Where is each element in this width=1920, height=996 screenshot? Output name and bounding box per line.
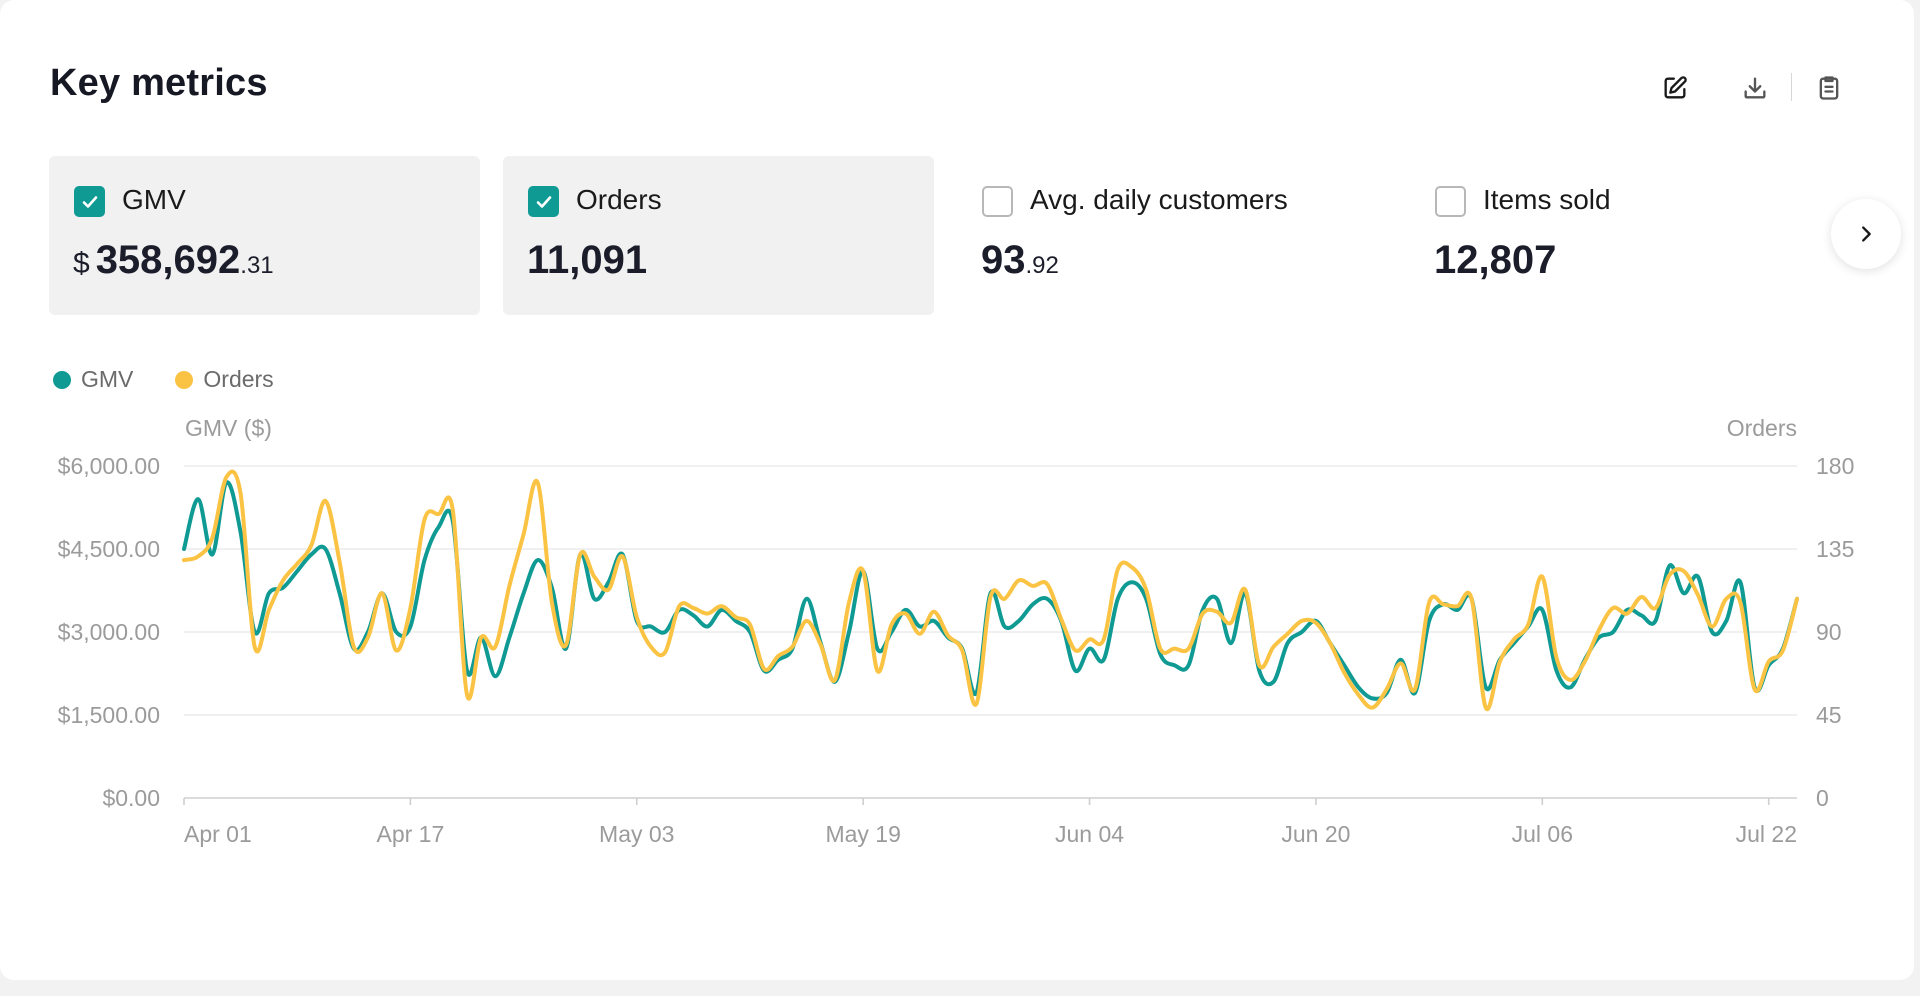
- checkbox[interactable]: [528, 186, 559, 217]
- chevron-right-icon: [1862, 226, 1871, 242]
- legend-item-orders[interactable]: Orders: [175, 366, 274, 393]
- metric-value-int: 358,692: [95, 238, 241, 282]
- checkbox[interactable]: [1435, 186, 1466, 217]
- legend-item-gmv[interactable]: GMV: [53, 366, 133, 393]
- y-left-tick-label: $0.00: [102, 785, 160, 811]
- metric-value-dec: .31: [240, 252, 274, 279]
- metric-value: $358,692.31: [73, 238, 274, 283]
- metric-value: 11,091: [527, 238, 647, 283]
- y-right-tick-label: 0: [1816, 785, 1829, 811]
- chart-legend: GMV Orders: [53, 366, 316, 393]
- y-left-tick-label: $1,500.00: [58, 702, 160, 728]
- y-left-tick-label: $4,500.00: [58, 536, 160, 562]
- metric-label: Orders: [576, 184, 662, 215]
- y-left-tick-label: $6,000.00: [58, 453, 160, 479]
- check-icon: [82, 195, 97, 208]
- line-chart: $0.00 0 $1,500.00 45 $3,000.00 90 $4,500.00 135…: [58, 415, 1855, 847]
- metric-label: Items sold: [1483, 184, 1611, 215]
- x-tick-label: Jul 22: [1736, 821, 1797, 847]
- legend-dot-gmv: [53, 370, 71, 389]
- metric-currency: $: [73, 247, 90, 280]
- next-metrics-button[interactable]: [1831, 199, 1901, 269]
- x-tick-label: May 19: [825, 821, 900, 847]
- y-left-axis-title: GMV ($): [185, 415, 272, 441]
- page-title: Key metrics: [50, 62, 268, 104]
- y-right-tick-label: 180: [1816, 453, 1854, 479]
- edit-icon: [1664, 76, 1687, 99]
- legend-label: Orders: [203, 366, 274, 392]
- y-left-tick-label: $3,000.00: [58, 619, 160, 645]
- download-button[interactable]: [1735, 68, 1775, 108]
- metric-value: 12,807: [1434, 238, 1556, 283]
- y-right-tick-label: 135: [1816, 536, 1854, 562]
- legend-dot-orders: [175, 370, 194, 389]
- checkbox[interactable]: [74, 186, 105, 217]
- metric-value-int: 12,807: [1434, 238, 1557, 282]
- metric-value-dec: .92: [1025, 252, 1059, 279]
- y-right-tick-label: 90: [1816, 619, 1842, 645]
- x-tick-label: May 03: [599, 821, 674, 847]
- clipboard-icon: [1819, 76, 1839, 100]
- series-line-orders: [182, 469, 1799, 712]
- y-right-tick-label: 45: [1816, 702, 1842, 728]
- x-tick-label: Apr 17: [377, 821, 445, 847]
- metric-card-avg-daily-customers[interactable]: Avg. daily customers 93.92: [957, 156, 1388, 315]
- x-tick-label: Apr 01: [184, 821, 252, 847]
- metric-card-items-sold[interactable]: Items sold 12,807: [1410, 156, 1841, 315]
- metric-label: GMV: [122, 184, 186, 215]
- x-tick-label: Jul 06: [1512, 821, 1573, 847]
- x-tick-label: Jun 04: [1055, 821, 1124, 847]
- metric-label: Avg. daily customers: [1030, 184, 1288, 215]
- toolbar-divider: [1791, 73, 1792, 101]
- metric-card-gmv[interactable]: GMV $358,692.31: [49, 156, 480, 315]
- metric-value-int: 11,091: [527, 238, 648, 282]
- y-right-axis-title: Orders: [1727, 415, 1797, 441]
- edit-button[interactable]: [1655, 68, 1695, 108]
- download-icon: [1744, 77, 1766, 99]
- metric-value: 93.92: [981, 238, 1059, 283]
- clipboard-button[interactable]: [1809, 68, 1849, 108]
- legend-label: GMV: [81, 366, 134, 392]
- check-icon: [536, 195, 551, 208]
- checkbox[interactable]: [982, 186, 1013, 217]
- metric-card-orders[interactable]: Orders 11,091: [503, 156, 934, 315]
- metric-value-int: 93: [981, 238, 1026, 282]
- x-tick-label: Jun 20: [1281, 821, 1350, 847]
